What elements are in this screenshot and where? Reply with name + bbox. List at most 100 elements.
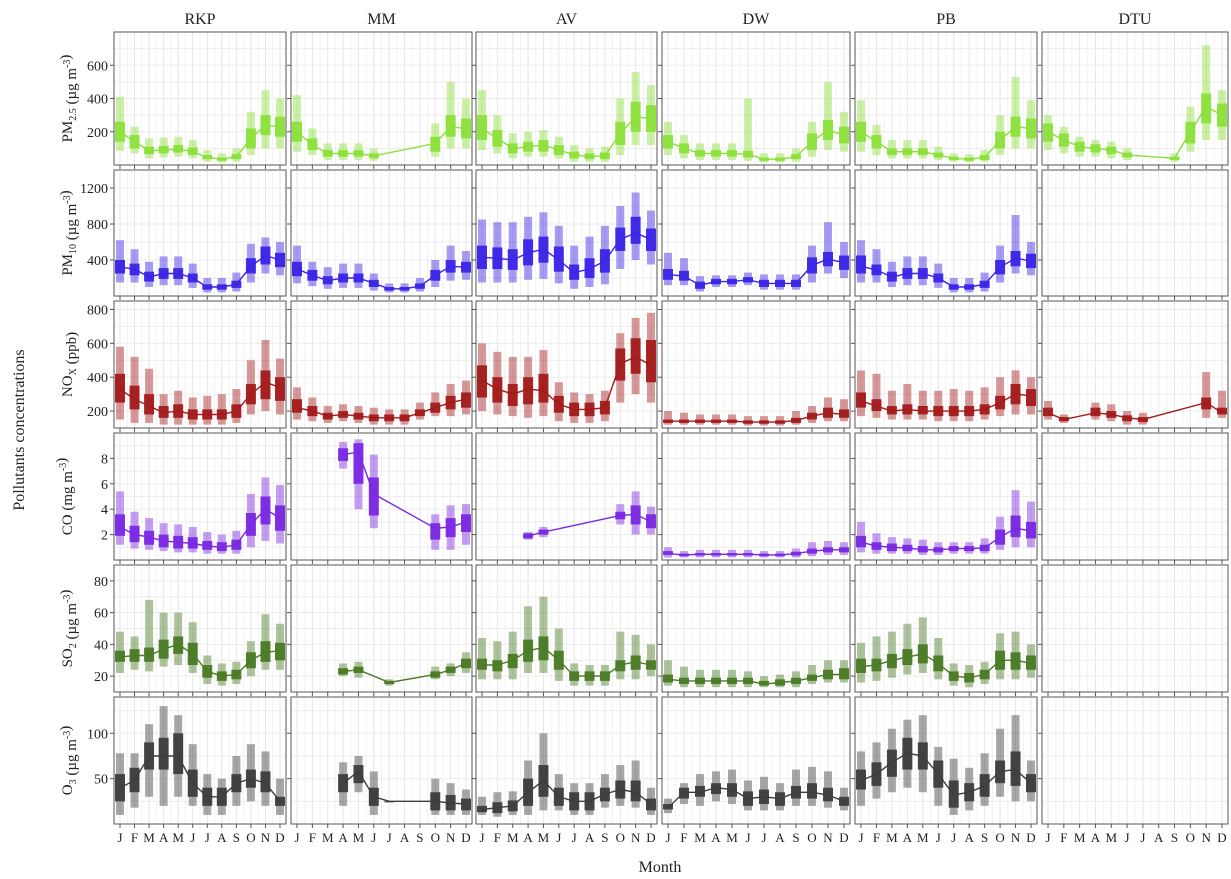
- iqr-box: [461, 798, 471, 811]
- y-tick-label-co: 8: [101, 452, 108, 467]
- iqr-box: [1010, 751, 1021, 786]
- median-line: [667, 549, 844, 556]
- median-line: [1047, 401, 1223, 421]
- iqr-box: [115, 514, 125, 536]
- row-label-o3: O3 (µg m-3): [58, 726, 80, 796]
- iqr-box: [275, 796, 285, 806]
- median-line: [860, 752, 1032, 796]
- whisker-bar: [1218, 390, 1226, 418]
- y-tick-label-nox: 200: [87, 405, 108, 420]
- iqr-box: [430, 523, 441, 540]
- median-line: [667, 673, 844, 685]
- whisker-bar: [1011, 76, 1020, 149]
- panel-co-dw: [658, 432, 851, 564]
- panel-co-rkp: [110, 432, 287, 564]
- month-tick-label: M: [507, 830, 519, 845]
- panel-co-av: [472, 432, 658, 564]
- whisker-bar: [616, 631, 625, 680]
- month-tick-label: S: [981, 830, 988, 845]
- median-line: [482, 646, 652, 677]
- median-line: [527, 513, 652, 537]
- column-title-dw: DW: [743, 11, 771, 28]
- iqr-box: [144, 394, 155, 415]
- iqr-box: [839, 668, 849, 680]
- panel-pm10-av: [472, 169, 658, 300]
- month-tick-label: J: [761, 830, 766, 845]
- panel-pm25-mm: [287, 31, 473, 169]
- iqr-box: [839, 409, 849, 418]
- median-line: [481, 356, 652, 411]
- panel-nox-mm: [287, 300, 473, 432]
- iqr-box: [492, 660, 503, 672]
- iqr-box: [368, 477, 379, 516]
- iqr-box: [630, 655, 641, 670]
- month-tick-label: N: [823, 830, 833, 845]
- whisker-bar: [145, 599, 154, 672]
- month-tick-label: A: [523, 830, 533, 845]
- iqr-box: [1217, 103, 1227, 127]
- panel-nox-rkp: [110, 300, 287, 432]
- median-line: [342, 451, 467, 530]
- panel-so2-dtu: [1038, 564, 1229, 696]
- median-line: [860, 257, 1032, 288]
- y-tick-label-co: 2: [101, 529, 108, 544]
- row-label-so2: SO2 (µg m-3): [58, 590, 80, 668]
- median-line: [119, 254, 281, 288]
- month-tick-label: M: [322, 830, 334, 845]
- panel-pm25-pb: [851, 31, 1038, 169]
- panel-co-dtu: [1038, 432, 1229, 564]
- iqr-box: [584, 258, 595, 278]
- whisker-bar: [903, 383, 912, 420]
- iqr-box: [492, 377, 503, 403]
- panel-pm10-dtu: [1038, 169, 1229, 300]
- month-tick-label: O: [616, 830, 625, 845]
- panel-pm10-pb: [851, 169, 1038, 300]
- iqr-box: [856, 121, 866, 142]
- y-tick-label-co: 4: [101, 503, 108, 518]
- y-tick-label-so2: 20: [94, 670, 108, 685]
- panel-co-pb: [851, 432, 1038, 564]
- iqr-box: [292, 399, 302, 413]
- month-tick-label: J: [858, 830, 863, 845]
- iqr-box: [353, 765, 364, 784]
- median-line: [860, 653, 1032, 679]
- panel-so2-dw: [658, 564, 851, 696]
- whisker-bar: [1202, 372, 1211, 418]
- month-tick-label: A: [1154, 830, 1164, 845]
- panel-pm10-rkp: [110, 169, 287, 300]
- iqr-box: [158, 405, 169, 418]
- row-label-pm10: PM10 (µg m-3): [58, 190, 80, 275]
- iqr-box: [461, 392, 471, 408]
- iqr-box: [461, 514, 471, 533]
- month-tick-label: M: [353, 830, 365, 845]
- median-line: [667, 786, 845, 809]
- iqr-box: [260, 641, 271, 662]
- iqr-box: [553, 246, 564, 272]
- whisker-bar: [824, 81, 832, 151]
- iqr-box: [886, 653, 897, 669]
- month-tick-label: A: [217, 830, 227, 845]
- month-tick-label: D: [1026, 830, 1035, 845]
- iqr-box: [1010, 652, 1021, 670]
- month-tick-label: O: [431, 830, 440, 845]
- y-tick-label-pm10: 1200: [80, 182, 108, 197]
- panel-pm25-av: [472, 31, 658, 169]
- median-line: [481, 232, 652, 274]
- whisker-bar: [539, 596, 548, 673]
- month-tick-label: J: [294, 830, 299, 845]
- iqr-box: [115, 121, 125, 142]
- month-tick-label: A: [964, 830, 974, 845]
- iqr-box: [856, 255, 866, 274]
- iqr-box: [1043, 407, 1053, 417]
- iqr-box: [646, 660, 656, 670]
- y-tick-label-pm10: 400: [87, 254, 108, 269]
- iqr-box: [523, 533, 534, 539]
- panel-nox-pb: [851, 300, 1038, 432]
- iqr-box: [477, 365, 487, 398]
- month-tick-label: O: [246, 830, 255, 845]
- month-tick-label: A: [338, 830, 348, 845]
- iqr-box: [445, 115, 456, 137]
- month-tick-label: S: [1171, 830, 1178, 845]
- iqr-box: [663, 551, 673, 555]
- iqr-box: [1201, 397, 1212, 410]
